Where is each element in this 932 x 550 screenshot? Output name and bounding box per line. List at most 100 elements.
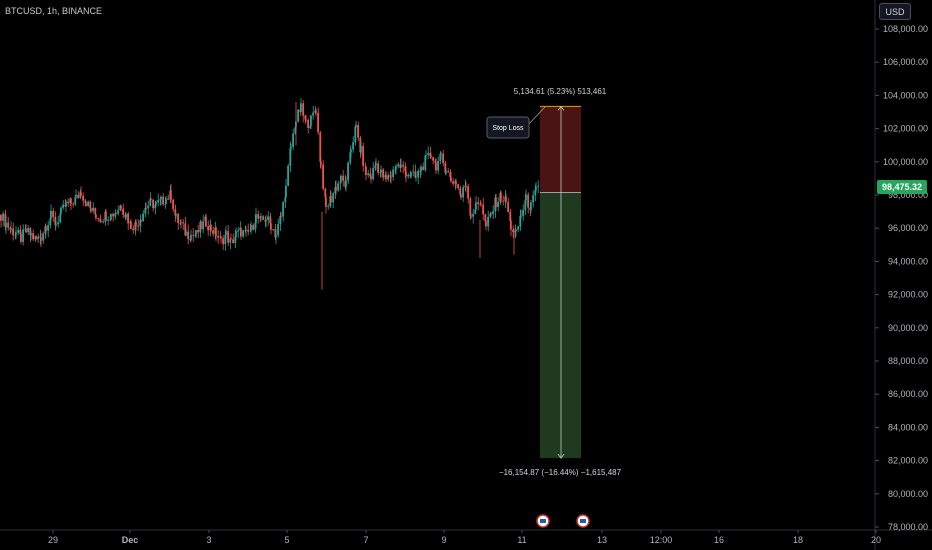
candle-body: [90, 208, 92, 212]
candle-body: [54, 216, 57, 225]
candle-body: [507, 202, 509, 212]
candle-body: [47, 225, 49, 231]
candle-body: [202, 221, 204, 230]
candle-body: [332, 193, 334, 203]
candle-body: [317, 112, 319, 133]
candle-body: [132, 228, 134, 231]
candle-body: [365, 166, 367, 176]
candle-body: [275, 235, 277, 238]
y-tick-label: 94,000.00: [888, 256, 928, 266]
candle-body: [285, 185, 287, 198]
candle-body: [485, 221, 487, 227]
candle-body: [84, 200, 87, 203]
candle-body: [150, 198, 152, 200]
candle-body: [149, 198, 152, 206]
candle-body: [534, 189, 537, 196]
candle-body: [404, 166, 407, 172]
candle-body: [294, 127, 297, 134]
callout-leader: [526, 106, 546, 127]
candle-body: [339, 182, 342, 184]
candle-body: [12, 228, 14, 236]
position-bottom-label: −16,154.87 (−16.44%) −1,615,487: [499, 468, 622, 477]
candle-body: [340, 175, 342, 183]
candle-body: [400, 164, 402, 168]
candle-body: [50, 210, 52, 219]
candle-body: [4, 213, 7, 228]
candle-body: [157, 200, 159, 203]
candle-body: [2, 213, 4, 221]
candle-body: [177, 213, 179, 223]
candle-body: [175, 213, 177, 216]
candle-body: [422, 166, 424, 171]
candle-body: [255, 214, 257, 224]
candle-body: [187, 231, 189, 240]
candle-body: [362, 146, 364, 166]
candle-body: [379, 172, 382, 174]
candle-body: [289, 148, 292, 166]
candle-body: [439, 153, 442, 162]
candle-body: [182, 222, 184, 224]
candle-body: [417, 170, 419, 178]
candle-body: [72, 203, 74, 205]
candle-body: [319, 132, 322, 163]
candle-body: [380, 169, 382, 173]
candle-body: [407, 174, 409, 177]
candle-body: [490, 213, 492, 215]
candle-body: [245, 229, 247, 231]
candle-body: [125, 213, 127, 218]
candle-body: [459, 188, 462, 195]
candle-body: [429, 153, 432, 156]
candle-body: [262, 216, 264, 220]
candle-body: [229, 238, 232, 243]
candle-body: [110, 213, 112, 220]
candle-body: [335, 187, 337, 191]
candle-body: [179, 222, 182, 224]
candle-body: [237, 230, 239, 232]
candle-body: [302, 103, 304, 116]
candle-body: [355, 125, 357, 128]
candle-body: [450, 177, 452, 182]
candle-body: [387, 175, 389, 180]
candle-body: [515, 229, 517, 232]
candle-body: [220, 236, 222, 239]
candle-body: [330, 196, 332, 203]
candle-body: [297, 109, 299, 122]
candle-body: [92, 207, 94, 212]
candle-body: [414, 171, 417, 178]
candle-body: [402, 164, 404, 167]
candle-body: [7, 222, 9, 228]
candle-body: [112, 213, 114, 217]
candle-body: [154, 204, 157, 209]
candle-body: [5, 222, 7, 228]
candle-body: [522, 209, 524, 216]
x-tick-label: 18: [793, 535, 803, 545]
candle-body: [22, 229, 24, 242]
candle-body: [117, 210, 119, 214]
arrow-up-icon: [557, 105, 565, 111]
candle-body: [82, 195, 84, 201]
candle-body: [405, 171, 407, 177]
candle-body: [19, 229, 22, 234]
candle-body: [535, 186, 537, 190]
y-tick-label: 80,000.00: [888, 489, 928, 499]
x-tick-label: 13: [597, 535, 607, 545]
candle-body: [305, 119, 307, 121]
candle-body: [322, 164, 324, 189]
y-tick-label: 96,000.00: [888, 223, 928, 233]
candle-body: [442, 153, 444, 163]
candle-body: [74, 196, 77, 205]
y-tick-label: 86,000.00: [888, 389, 928, 399]
y-tick-label: 88,000.00: [888, 356, 928, 366]
candle-body: [469, 198, 472, 216]
candle-body: [95, 214, 97, 219]
candle-body: [167, 198, 169, 200]
candle-body: [260, 216, 262, 218]
candle-body: [67, 201, 69, 204]
currency-button[interactable]: USD: [879, 3, 911, 20]
candle-body: [130, 221, 132, 229]
candle-body: [137, 225, 139, 227]
candle-body: [234, 236, 237, 244]
candle-body: [15, 232, 17, 235]
candle-body: [100, 221, 102, 223]
